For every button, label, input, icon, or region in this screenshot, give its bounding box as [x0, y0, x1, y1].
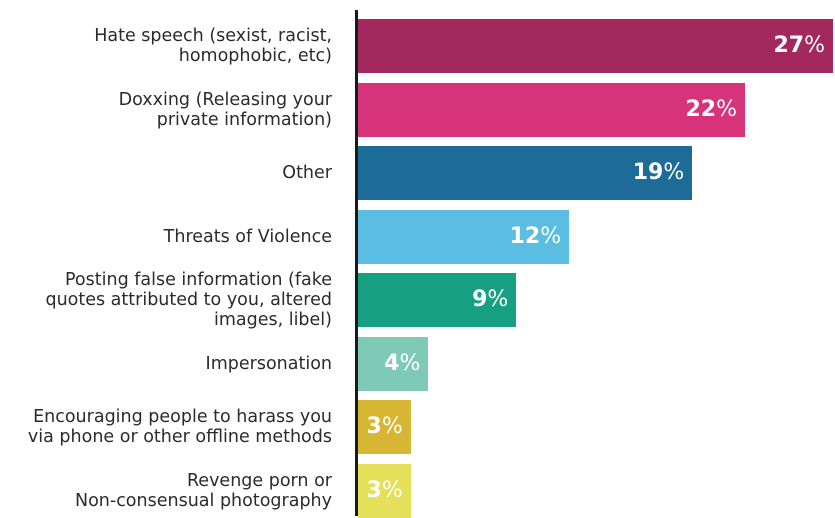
bar-value-label: 12% — [509, 223, 562, 249]
bar-value-label: 22% — [685, 96, 738, 122]
bar-value-label: 3% — [366, 414, 403, 439]
category-label: Posting false information (fake quotes a… — [45, 270, 332, 330]
bar: 3% — [358, 463, 411, 518]
bar-value-label: 27% — [773, 33, 825, 58]
category-label: Revenge porn or Non-consensual photograp… — [74, 470, 332, 511]
category-label: Impersonation — [205, 353, 332, 374]
bar: 19% — [358, 146, 693, 200]
bar: 12% — [358, 209, 570, 264]
y-axis-line — [355, 10, 358, 516]
bar: 3% — [358, 400, 411, 454]
category-label: Encouraging people to harass you via pho… — [27, 407, 332, 447]
bar: 9% — [358, 273, 517, 327]
bar: 22% — [358, 82, 746, 137]
category-label: Threats of Violence — [163, 226, 332, 247]
bar: 27% — [358, 19, 833, 73]
bar-value-label: 19% — [632, 160, 685, 185]
bar-value-label: 3% — [366, 477, 403, 503]
bar-value-label: 4% — [384, 350, 421, 376]
bar-value-label: 9% — [472, 287, 509, 312]
category-label: Doxxing (Releasing your private informat… — [118, 89, 332, 130]
bar: 4% — [358, 336, 429, 391]
category-label: Other — [282, 163, 332, 183]
category-label: Hate speech (sexist, racist, homophobic,… — [94, 26, 332, 66]
